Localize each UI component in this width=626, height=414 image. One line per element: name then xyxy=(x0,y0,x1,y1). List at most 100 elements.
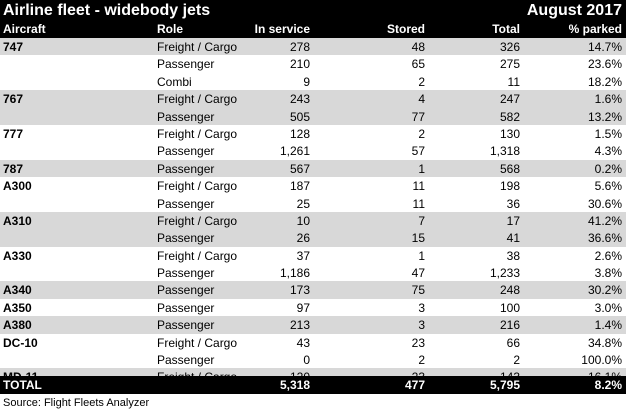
cell-role: Passenger xyxy=(157,231,215,246)
table-row: Passenger 0 2 2 100.0% xyxy=(0,351,626,368)
table-row: Combi 9 2 11 18.2% xyxy=(0,73,626,90)
cell-stored: 65 xyxy=(411,57,425,72)
cell-parked: 14.7% xyxy=(587,40,622,54)
cell-parked: 1.5% xyxy=(594,126,622,141)
col-header-stored: Stored xyxy=(386,22,425,36)
cell-in-service: 10 xyxy=(296,213,310,228)
cell-stored: 75 xyxy=(411,283,425,298)
cell-parked: 1.4% xyxy=(594,318,622,333)
cell-stored: 23 xyxy=(411,335,425,350)
cell-role: Passenger xyxy=(157,161,215,176)
total-row: TOTAL 5,318 477 5,795 8.2% xyxy=(0,376,626,394)
table-row: A380 Passenger 213 3 216 1.4% xyxy=(0,316,626,334)
cell-role: Passenger xyxy=(157,196,215,211)
cell-in-service: 128 xyxy=(289,126,310,141)
cell-stored: 3 xyxy=(418,318,425,333)
cell-parked: 3.0% xyxy=(594,300,622,315)
cell-parked: 34.8% xyxy=(587,335,622,350)
table-row: 767 Freight / Cargo 243 4 247 1.6% xyxy=(0,90,626,108)
cell-stored: 77 xyxy=(411,109,425,124)
cell-stored: 3 xyxy=(418,300,425,315)
cell-parked: 18.2% xyxy=(587,74,622,89)
table-body: 747 Freight / Cargo 278 48 326 14.7% Passenger… xyxy=(0,38,626,386)
cell-total: 1,318 xyxy=(489,144,520,159)
cell-in-service: 26 xyxy=(296,231,310,246)
col-header-in-service: In service xyxy=(254,22,310,36)
cell-aircraft: A380 xyxy=(3,318,32,333)
table-row: Passenger 1,186 47 1,233 3.8% xyxy=(0,264,626,281)
cell-role: Passenger xyxy=(157,266,215,281)
cell-aircraft: A350 xyxy=(3,300,32,315)
cell-total: 36 xyxy=(506,196,520,211)
table-row: Passenger 26 15 41 36.6% xyxy=(0,229,626,247)
col-header-role: Role xyxy=(157,22,184,36)
cell-stored: 2 xyxy=(418,74,425,89)
table-row: 747 Freight / Cargo 278 48 326 14.7% xyxy=(0,38,626,56)
report-date: August 2017 xyxy=(526,2,622,19)
cell-in-service: 243 xyxy=(289,92,310,107)
cell-total: 247 xyxy=(499,92,520,107)
cell-total: 1,233 xyxy=(489,266,520,281)
cell-in-service: 173 xyxy=(289,283,310,298)
cell-aircraft: A330 xyxy=(3,248,32,263)
source-note: Source: Flight Fleets Analyzer xyxy=(3,397,150,409)
cell-aircraft: 767 xyxy=(3,92,24,107)
cell-role: Freight / Cargo xyxy=(157,92,238,107)
cell-in-service: 9 xyxy=(303,74,310,89)
cell-in-service: 0 xyxy=(303,353,310,368)
cell-total: 216 xyxy=(499,318,520,333)
cell-parked: 4.3% xyxy=(594,144,622,159)
cell-in-service: 97 xyxy=(296,300,310,315)
cell-parked: 30.6% xyxy=(587,196,622,211)
cell-stored: 1 xyxy=(418,248,425,263)
total-parked: 8.2% xyxy=(594,378,622,392)
cell-role: Freight / Cargo xyxy=(157,40,238,54)
table-row: 777 Freight / Cargo 128 2 130 1.5% xyxy=(0,125,626,142)
cell-parked: 3.8% xyxy=(594,266,622,281)
cell-stored: 15 xyxy=(411,231,425,246)
cell-total: 2 xyxy=(513,353,520,368)
cell-aircraft: 747 xyxy=(3,40,24,54)
table-header: Airline fleet - widebody jets August 201… xyxy=(0,0,626,38)
table-row: A340 Passenger 173 75 248 30.2% xyxy=(0,281,626,299)
cell-total: 38 xyxy=(506,248,520,263)
col-header-aircraft: Aircraft xyxy=(3,22,46,36)
cell-total: 248 xyxy=(499,283,520,298)
cell-stored: 1 xyxy=(418,161,425,176)
cell-role: Freight / Cargo xyxy=(157,335,238,350)
total-total: 5,795 xyxy=(489,378,520,392)
table-row: A300 Freight / Cargo 187 11 198 5.6% xyxy=(0,177,626,194)
cell-in-service: 1,186 xyxy=(279,266,310,281)
cell-total: 275 xyxy=(499,57,520,72)
cell-role: Passenger xyxy=(157,318,215,333)
cell-total: 17 xyxy=(506,213,520,228)
cell-role: Freight / Cargo xyxy=(157,213,238,228)
cell-total: 100 xyxy=(499,300,520,315)
table-row: Passenger 505 77 582 13.2% xyxy=(0,107,626,125)
column-headers: Aircraft Role In service Stored Total % … xyxy=(0,22,626,37)
cell-stored: 11 xyxy=(412,179,425,194)
total-in-service: 5,318 xyxy=(279,378,310,392)
table-row: Passenger 25 11 36 30.6% xyxy=(0,195,626,212)
col-header-total: Total xyxy=(492,22,520,36)
cell-parked: 100.0% xyxy=(581,353,622,368)
cell-total: 41 xyxy=(506,231,520,246)
cell-role: Passenger xyxy=(157,353,215,368)
cell-stored: 4 xyxy=(418,92,425,107)
table-title: Airline fleet - widebody jets xyxy=(3,2,211,19)
cell-stored: 57 xyxy=(411,144,425,159)
cell-stored: 7 xyxy=(418,213,425,228)
cell-in-service: 213 xyxy=(289,318,310,333)
cell-role: Passenger xyxy=(157,57,215,72)
total-label: TOTAL xyxy=(3,378,42,392)
cell-parked: 41.2% xyxy=(587,213,622,228)
cell-stored: 47 xyxy=(411,266,425,281)
cell-aircraft: A340 xyxy=(3,283,32,298)
cell-aircraft: 787 xyxy=(3,161,24,176)
cell-parked: 30.2% xyxy=(587,283,622,298)
cell-aircraft: A300 xyxy=(3,179,32,194)
cell-parked: 5.6% xyxy=(594,179,622,194)
cell-total: 582 xyxy=(499,109,520,124)
table-row: DC-10 Freight / Cargo 43 23 66 34.8% xyxy=(0,334,626,351)
total-stored: 477 xyxy=(404,378,425,392)
